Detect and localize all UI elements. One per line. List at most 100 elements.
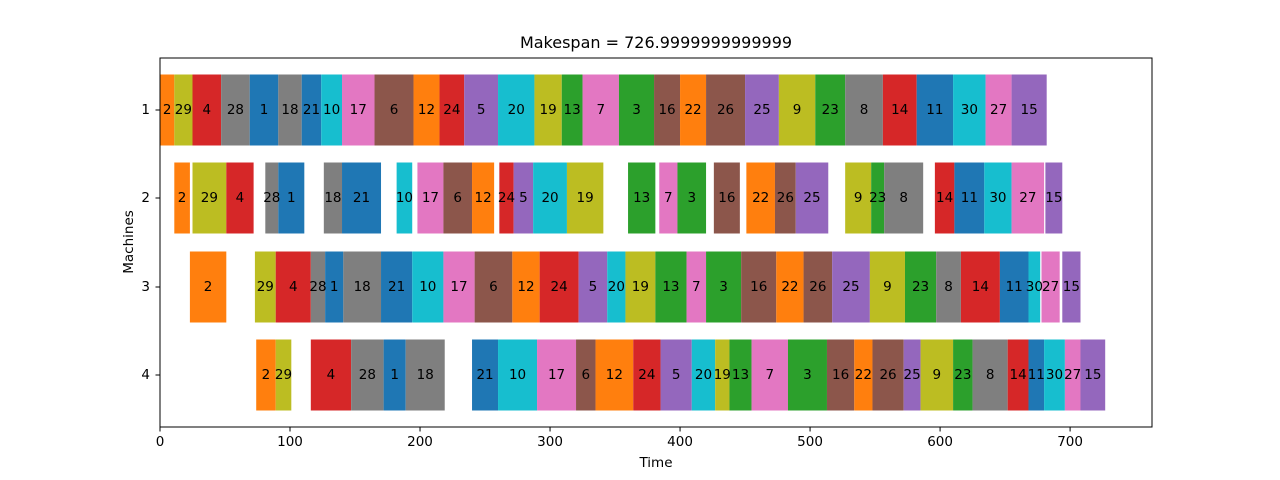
x-tick-label: 100	[277, 434, 303, 450]
task-bar-m3-job-4	[275, 251, 311, 323]
task-label-m3-job-1: 1	[330, 279, 339, 295]
task-label-m1-job-2: 2	[163, 102, 172, 118]
task-label-m1-job-26: 26	[717, 102, 734, 118]
task-label-m4-job-12: 12	[606, 367, 623, 383]
task-label-m1-job-25: 25	[753, 102, 770, 118]
task-label-m3-job-4: 4	[289, 279, 298, 295]
task-label-m2-job-17: 17	[422, 190, 439, 206]
task-label-m4-job-25: 25	[904, 367, 921, 383]
task-label-m3-job-9: 9	[883, 279, 892, 295]
task-bar-m1-job-22	[680, 74, 707, 146]
task-label-m4-job-24: 24	[638, 367, 655, 383]
task-bar-m4-job-21	[472, 339, 499, 411]
task-bar-m4-job-16	[826, 339, 855, 411]
task-bar-m3-job-28	[310, 251, 326, 323]
task-label-m2-job-28: 28	[263, 190, 280, 206]
task-label-m4-job-6: 6	[581, 367, 590, 383]
task-label-m2-job-20: 20	[541, 190, 558, 206]
task-label-m2-job-6: 6	[453, 190, 462, 206]
task-bar-m2-job-17	[417, 162, 444, 234]
task-bar-m2-job-18	[323, 162, 343, 234]
task-bar-m3-job-3	[706, 251, 742, 323]
task-bar-m4-job-19	[715, 339, 730, 411]
task-label-m3-job-13: 13	[662, 279, 679, 295]
task-label-m2-job-9: 9	[854, 190, 863, 206]
task-label-m2-job-8: 8	[899, 190, 908, 206]
task-label-m2-job-12: 12	[474, 190, 491, 206]
task-bar-m4-job-6	[576, 339, 596, 411]
task-bar-m4-job-30	[1044, 339, 1065, 411]
task-label-m2-job-10: 10	[396, 190, 413, 206]
task-label-m3-job-22: 22	[781, 279, 798, 295]
task-bar-m1-job-13	[561, 74, 583, 146]
task-bar-m1-job-21	[301, 74, 322, 146]
task-label-m1-job-19: 19	[539, 102, 556, 118]
task-bar-m4-job-2	[256, 339, 276, 411]
task-bar-m4-job-25	[903, 339, 921, 411]
task-label-m2-job-29: 29	[201, 190, 218, 206]
task-label-m3-job-6: 6	[489, 279, 498, 295]
x-axis-ticks: 0 100 200 300 400 500 600 700	[156, 427, 1083, 450]
task-bar-m3-job-14	[960, 251, 1000, 323]
task-bar-m3-job-18	[343, 251, 382, 323]
task-label-m1-job-9: 9	[793, 102, 802, 118]
task-bar-m2-job-9	[845, 162, 872, 234]
task-bar-m1-job-14	[882, 74, 917, 146]
task-label-m1-job-30: 30	[961, 102, 978, 118]
task-bar-m3-job-25	[832, 251, 870, 323]
task-bar-m2-job-13	[628, 162, 656, 234]
y-tick-label: 2	[141, 190, 150, 206]
x-tick-label: 0	[156, 434, 165, 450]
task-bar-m1-job-12	[413, 74, 440, 146]
task-label-m2-job-16: 16	[718, 190, 735, 206]
task-bar-m4-job-18	[405, 339, 445, 411]
task-label-m3-job-18: 18	[354, 279, 371, 295]
task-label-m1-job-7: 7	[596, 102, 605, 118]
task-bar-m2-job-14	[934, 162, 955, 234]
task-label-m3-job-23: 23	[912, 279, 929, 295]
task-bar-m2-job-24	[499, 162, 514, 234]
task-label-m4-job-15: 15	[1084, 367, 1101, 383]
task-label-m4-job-28: 28	[359, 367, 376, 383]
task-label-m2-job-5: 5	[519, 190, 528, 206]
plot-frame	[159, 57, 1153, 428]
task-label-m4-job-1: 1	[390, 367, 399, 383]
task-label-m4-job-5: 5	[672, 367, 681, 383]
task-label-m4-job-8: 8	[986, 367, 995, 383]
task-bar-m1-job-17	[342, 74, 375, 146]
task-label-m2-job-19: 19	[577, 190, 594, 206]
task-label-m1-job-6: 6	[390, 102, 399, 118]
task-bar-m3-job-8	[936, 251, 961, 323]
task-label-m3-job-15: 15	[1063, 279, 1080, 295]
task-bar-m2-job-29	[192, 162, 227, 234]
task-label-m1-job-4: 4	[203, 102, 212, 118]
task-label-m3-job-14: 14	[972, 279, 989, 295]
task-bar-m4-job-29	[275, 339, 292, 411]
task-label-m1-job-3: 3	[632, 102, 641, 118]
task-bar-m2-job-2	[174, 162, 190, 234]
task-bar-m1-job-10	[321, 74, 343, 146]
task-label-m1-job-17: 17	[350, 102, 367, 118]
task-label-m3-job-11: 11	[1006, 279, 1023, 295]
task-label-m2-job-27: 27	[1019, 190, 1036, 206]
task-bar-m1-job-26	[706, 74, 746, 146]
task-label-m4-job-20: 20	[695, 367, 712, 383]
task-bar-m4-job-27	[1064, 339, 1081, 411]
task-label-m1-job-5: 5	[477, 102, 486, 118]
task-bars	[160, 74, 1106, 411]
task-label-m4-job-21: 21	[476, 367, 493, 383]
x-axis-label: Time	[638, 455, 672, 471]
task-bar-m3-job-29	[254, 251, 276, 323]
task-bar-m4-job-10	[498, 339, 538, 411]
x-tick-label: 700	[1057, 434, 1083, 450]
task-bar-m3-job-21	[381, 251, 413, 323]
y-tick-label: 1	[141, 102, 150, 118]
task-label-m3-job-30: 30	[1026, 279, 1043, 295]
task-bar-m2-job-10	[396, 162, 413, 234]
task-bar-m3-job-13	[655, 251, 687, 323]
task-bar-m3-job-7	[686, 251, 707, 323]
task-bar-m3-job-30	[1028, 251, 1041, 323]
task-label-m3-job-12: 12	[517, 279, 534, 295]
task-label-m2-job-22: 22	[752, 190, 769, 206]
task-bar-m3-job-22	[776, 251, 804, 323]
